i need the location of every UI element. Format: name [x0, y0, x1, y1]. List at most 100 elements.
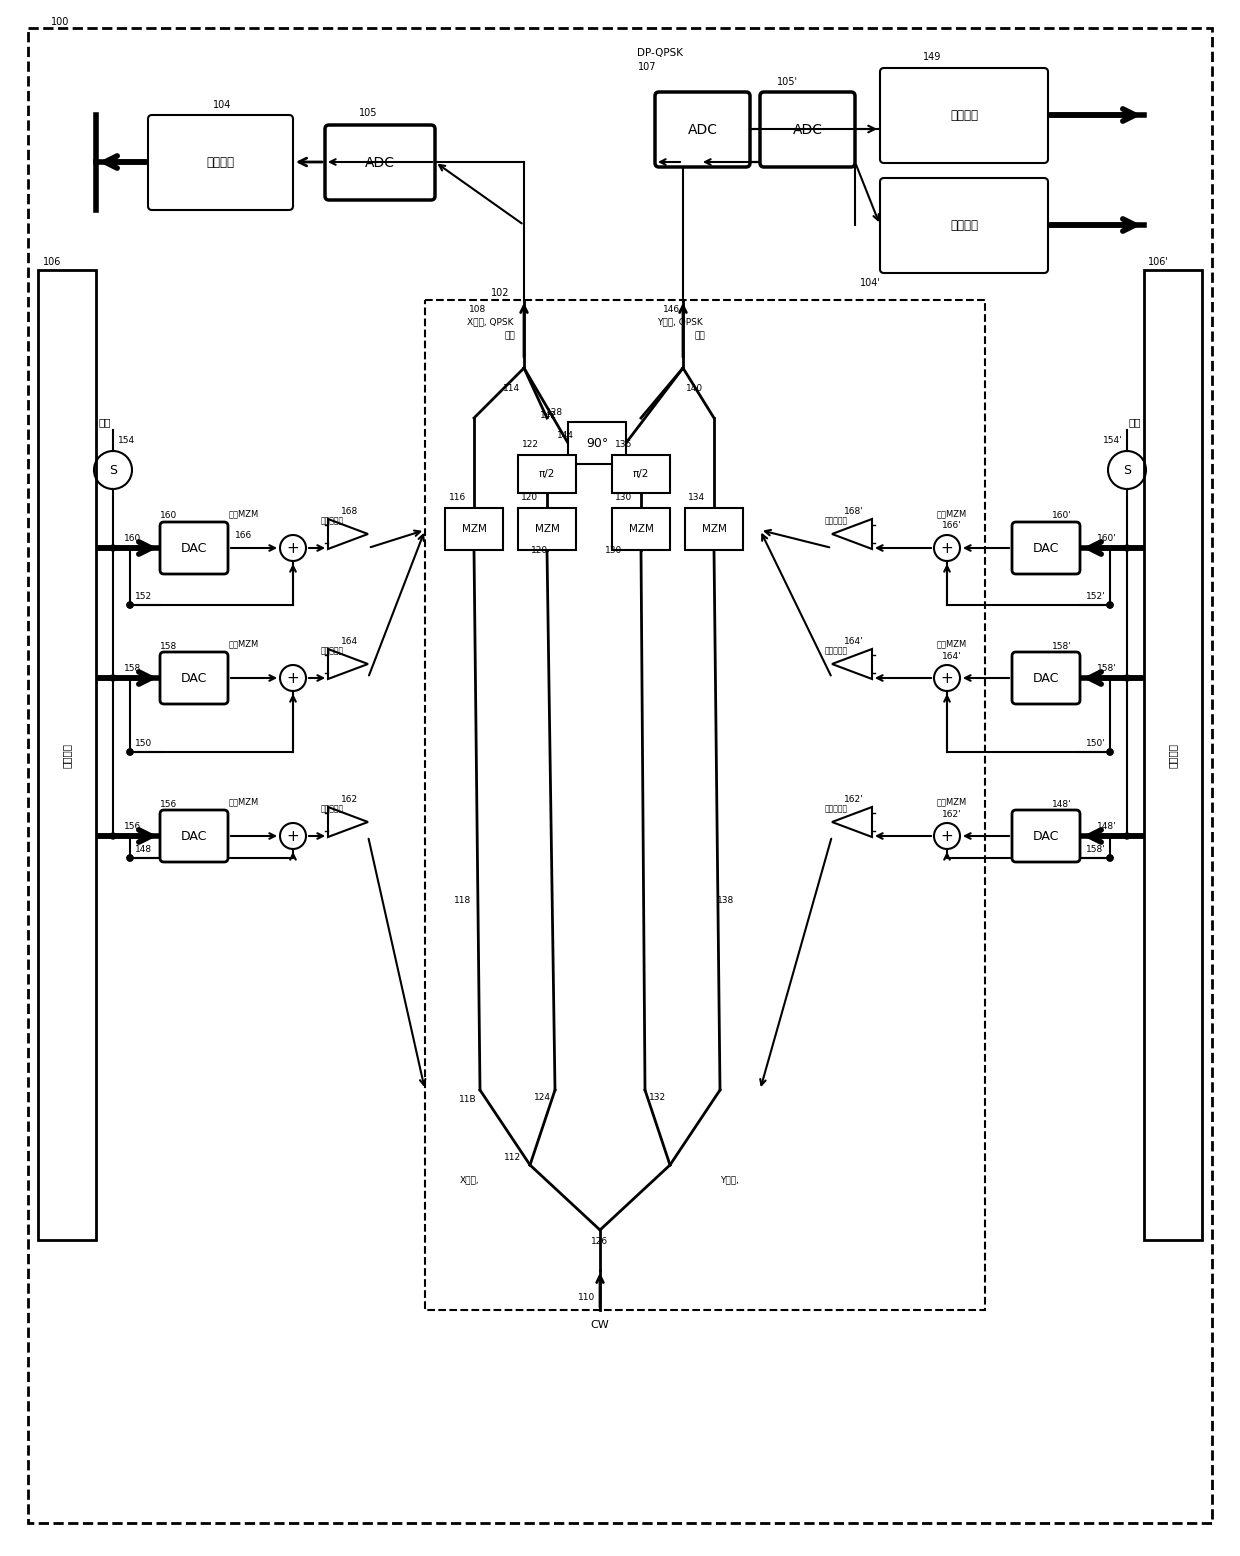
Text: 106': 106'	[1147, 257, 1168, 268]
Text: 144: 144	[557, 431, 573, 439]
Text: 164: 164	[341, 636, 358, 646]
FancyBboxPatch shape	[1012, 811, 1080, 862]
Bar	[518, 454, 577, 493]
Text: 164': 164'	[942, 652, 962, 660]
Text: +: +	[941, 671, 954, 686]
Text: 158: 158	[124, 663, 141, 672]
Text: 154': 154'	[1104, 436, 1122, 445]
Text: X偏振, QPSK: X偏振, QPSK	[466, 317, 513, 327]
Text: 110: 110	[578, 1293, 595, 1301]
Text: 微处理器: 微处理器	[1168, 742, 1178, 767]
Text: 168: 168	[341, 507, 358, 515]
Text: DAC: DAC	[181, 672, 207, 685]
Text: 168': 168'	[844, 507, 864, 515]
Text: 105: 105	[358, 107, 377, 118]
Text: 106: 106	[43, 257, 61, 268]
Text: ADC: ADC	[687, 123, 718, 137]
Text: 108: 108	[470, 305, 486, 313]
Text: 120: 120	[532, 546, 548, 554]
Text: ADC: ADC	[365, 156, 396, 170]
Text: 子代MZM: 子代MZM	[229, 640, 259, 649]
Text: 差分放大器: 差分放大器	[825, 646, 848, 655]
Circle shape	[126, 854, 133, 860]
Text: 124: 124	[533, 1094, 551, 1103]
Circle shape	[126, 602, 133, 608]
Text: DAC: DAC	[1033, 829, 1059, 842]
Text: DAC: DAC	[1033, 541, 1059, 554]
Circle shape	[1123, 832, 1130, 839]
FancyBboxPatch shape	[655, 92, 750, 166]
Text: 132: 132	[650, 1094, 667, 1103]
Circle shape	[110, 675, 117, 682]
Text: 90°: 90°	[585, 437, 608, 450]
Text: 100: 100	[51, 17, 69, 26]
FancyBboxPatch shape	[160, 652, 228, 703]
Text: 114: 114	[503, 383, 521, 392]
Text: π/2: π/2	[539, 468, 556, 479]
Text: 140: 140	[687, 383, 703, 392]
Circle shape	[1123, 675, 1130, 682]
Bar	[613, 507, 670, 549]
Text: X偏振,: X偏振,	[460, 1175, 480, 1184]
Text: +: +	[286, 671, 299, 686]
Text: 150': 150'	[1086, 739, 1106, 747]
Bar	[613, 454, 670, 493]
Text: 136: 136	[615, 439, 632, 448]
Bar	[1145, 271, 1202, 1240]
Text: 166': 166'	[942, 521, 962, 531]
Text: DAC: DAC	[1033, 672, 1059, 685]
Text: 134: 134	[688, 493, 706, 501]
Text: 107: 107	[637, 62, 656, 72]
Text: 158': 158'	[1053, 641, 1073, 650]
Text: 子代MZM: 子代MZM	[229, 798, 259, 806]
Text: 148: 148	[135, 845, 153, 854]
Text: 数字处理: 数字处理	[950, 109, 978, 121]
Text: DAC: DAC	[181, 829, 207, 842]
Text: 162': 162'	[942, 809, 962, 818]
Circle shape	[1107, 748, 1114, 755]
Text: 导频: 导频	[99, 417, 112, 426]
Text: +: +	[286, 540, 299, 555]
Circle shape	[126, 748, 133, 755]
Text: MZM: MZM	[629, 524, 653, 534]
Circle shape	[1107, 602, 1114, 608]
FancyBboxPatch shape	[760, 92, 856, 166]
Text: DAC: DAC	[181, 541, 207, 554]
Text: 148': 148'	[1097, 822, 1117, 831]
Text: 146: 146	[663, 305, 681, 313]
Text: 差分放大器: 差分放大器	[320, 804, 343, 814]
Text: MZM: MZM	[461, 524, 486, 534]
Circle shape	[1107, 748, 1114, 755]
Text: 105': 105'	[776, 76, 797, 87]
Text: 子代MZM: 子代MZM	[937, 509, 967, 518]
Text: S: S	[1123, 464, 1131, 476]
Text: 164': 164'	[844, 636, 864, 646]
Text: 128: 128	[547, 408, 563, 417]
Text: MZM: MZM	[534, 524, 559, 534]
Text: +: +	[286, 828, 299, 843]
Circle shape	[1107, 854, 1114, 860]
Text: 差分放大器: 差分放大器	[825, 517, 848, 526]
Text: 130: 130	[615, 493, 632, 501]
Text: 156: 156	[160, 800, 177, 809]
Text: 160': 160'	[1053, 512, 1073, 521]
Text: 138: 138	[718, 896, 734, 904]
Bar	[38, 271, 95, 1240]
Text: 118: 118	[454, 896, 471, 904]
Text: 11B: 11B	[459, 1095, 477, 1105]
Text: 158': 158'	[1086, 845, 1106, 854]
Circle shape	[126, 748, 133, 755]
Text: 162: 162	[341, 795, 358, 803]
Text: 112: 112	[505, 1153, 522, 1162]
Text: 158': 158'	[1097, 663, 1117, 672]
Text: 152': 152'	[1086, 591, 1106, 601]
Text: ADC: ADC	[792, 123, 822, 137]
Text: π/2: π/2	[632, 468, 650, 479]
FancyBboxPatch shape	[160, 811, 228, 862]
Text: 160': 160'	[1097, 534, 1117, 543]
Text: 输出: 输出	[694, 331, 706, 341]
Text: 差分放大器: 差分放大器	[320, 646, 343, 655]
Text: Y偏振, QPSK: Y偏振, QPSK	[657, 317, 703, 327]
Text: 122: 122	[522, 439, 538, 448]
Text: 116: 116	[449, 493, 466, 501]
